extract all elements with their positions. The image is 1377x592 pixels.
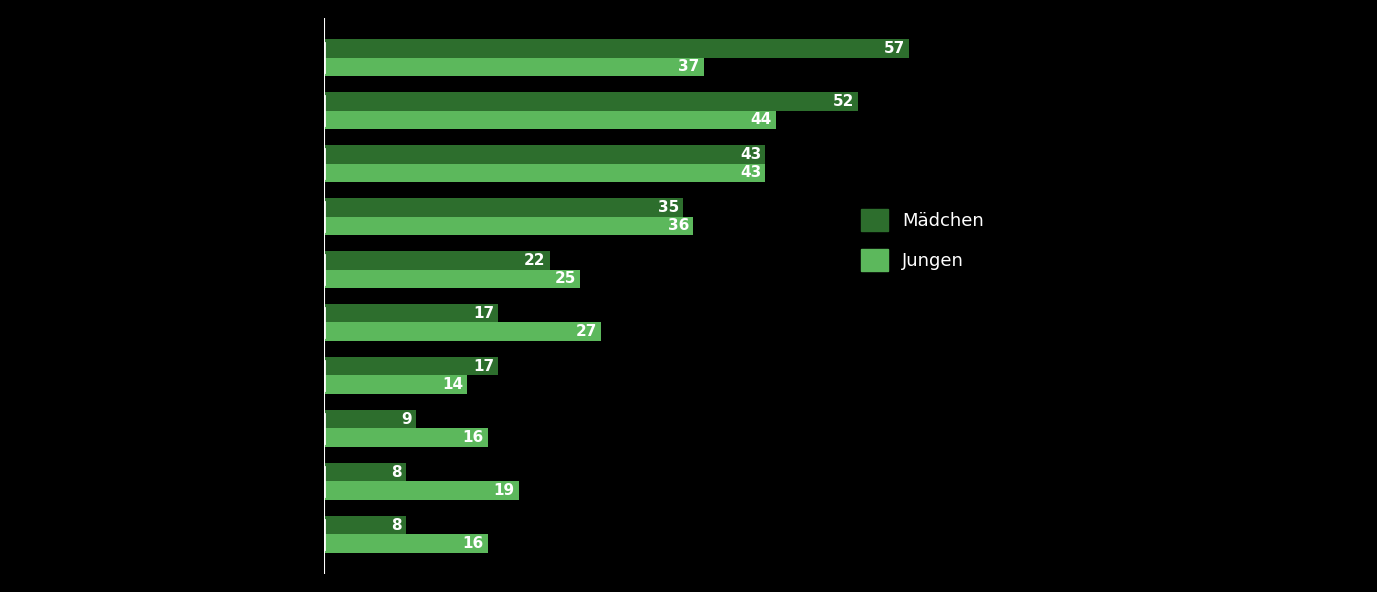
Text: 14: 14 (442, 377, 463, 392)
Bar (324, 198, 683, 217)
Text: 44: 44 (750, 112, 771, 127)
Bar (324, 92, 858, 111)
Bar (324, 481, 519, 500)
Text: 22: 22 (525, 253, 545, 268)
Text: 25: 25 (555, 271, 577, 287)
Bar (324, 251, 549, 269)
Bar (324, 375, 467, 394)
Text: 43: 43 (739, 147, 761, 162)
Bar (324, 304, 498, 323)
Text: 52: 52 (832, 94, 854, 109)
Bar (324, 535, 487, 553)
Bar (324, 57, 704, 76)
Bar (324, 39, 909, 57)
Text: 43: 43 (739, 165, 761, 181)
Bar (324, 429, 487, 447)
Text: 16: 16 (463, 536, 483, 551)
Text: 36: 36 (668, 218, 690, 233)
Bar (324, 357, 498, 375)
Text: 37: 37 (679, 59, 700, 74)
Bar (324, 269, 581, 288)
Bar (324, 111, 775, 129)
Bar (324, 163, 766, 182)
Text: 57: 57 (884, 41, 905, 56)
Bar (324, 217, 694, 235)
Text: 27: 27 (576, 324, 596, 339)
Bar (324, 516, 406, 535)
Text: 17: 17 (474, 305, 494, 321)
Text: 19: 19 (493, 483, 515, 498)
Legend: Mädchen, Jungen: Mädchen, Jungen (854, 202, 991, 279)
Bar (324, 410, 416, 429)
Bar (324, 145, 766, 163)
Bar (324, 323, 600, 341)
Bar (324, 463, 406, 481)
Text: 16: 16 (463, 430, 483, 445)
Text: 9: 9 (401, 411, 412, 427)
Text: 35: 35 (658, 200, 679, 215)
Text: 17: 17 (474, 359, 494, 374)
Text: 8: 8 (391, 518, 402, 533)
Text: 8: 8 (391, 465, 402, 480)
